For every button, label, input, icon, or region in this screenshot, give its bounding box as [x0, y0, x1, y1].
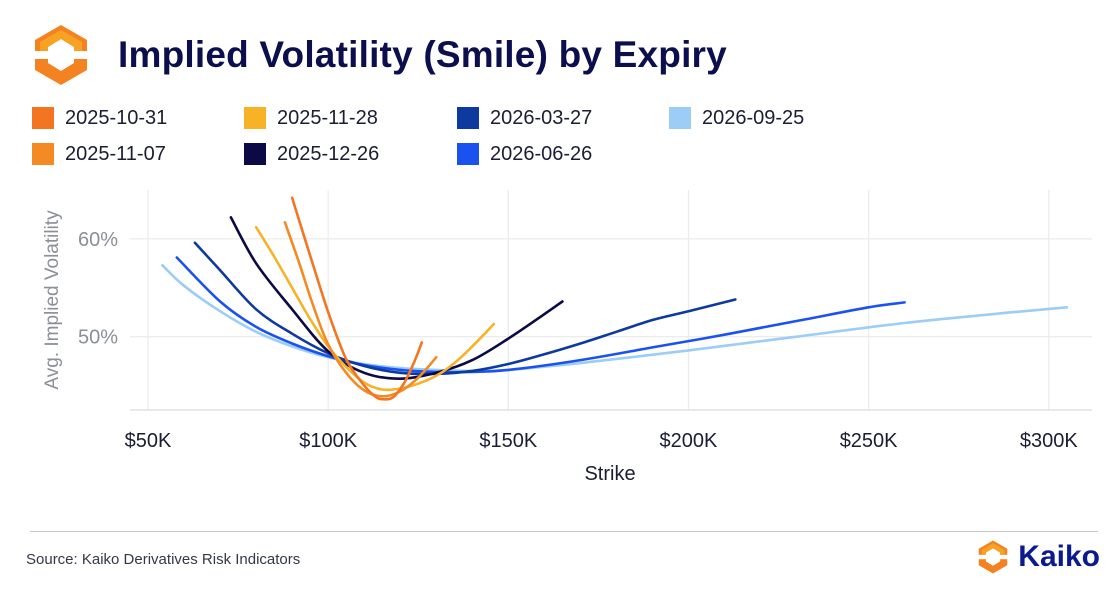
- series-line-2026-09-25: [161, 264, 1069, 373]
- legend-item: 2025-12-26: [244, 139, 379, 169]
- legend-label: 2025-12-26: [277, 142, 380, 165]
- line-chart: $50K $100K $150K $200K $250K $300K 50% 60% Stri…: [42, 190, 1092, 485]
- x-tick-label: $50K: [125, 430, 172, 452]
- brand-logo: Kaiko: [976, 540, 1100, 574]
- legend-item: 2026-09-25: [669, 103, 804, 133]
- y-tick-label: 50%: [78, 327, 118, 349]
- chart-series: [161, 196, 1069, 401]
- legend-item: 2026-03-27: [457, 103, 592, 133]
- legend-swatch: [457, 143, 479, 165]
- legend-swatch: [32, 107, 54, 129]
- legend-item: 2026-06-26: [457, 139, 592, 169]
- legend-swatch: [32, 143, 54, 165]
- series-line-2025-11-07: [283, 221, 438, 398]
- legend-label: 2025-11-28: [277, 106, 378, 129]
- x-tick-label: $150K: [479, 430, 537, 452]
- series-line-2025-12-26: [229, 216, 564, 380]
- source-note: Source: Kaiko Derivatives Risk Indicator…: [26, 551, 301, 568]
- legend-label: 2026-09-25: [702, 106, 805, 129]
- legend-swatch: [457, 107, 479, 129]
- chart-legend: 2025-10-31 2025-11-07 2025-11-28 2025-12-26…: [32, 103, 892, 173]
- legend-swatch: [669, 107, 691, 129]
- x-axis-label: Strike: [584, 463, 635, 485]
- legend-item: 2025-11-07: [32, 139, 166, 169]
- legend-swatch: [244, 107, 266, 129]
- brand-name: Kaiko: [1018, 540, 1100, 573]
- legend-label: 2025-11-07: [65, 142, 166, 165]
- legend-label: 2025-10-31: [65, 106, 168, 129]
- legend-label: 2026-03-27: [490, 106, 593, 129]
- x-tick-label: $200K: [660, 430, 718, 452]
- y-axis-label: Avg. Implied Volatility: [42, 210, 63, 390]
- x-tick-label: $300K: [1020, 430, 1078, 452]
- x-tick-label: $250K: [840, 430, 898, 452]
- kaiko-logo-icon: [976, 540, 1011, 574]
- series-line-2026-03-27: [193, 241, 737, 376]
- series-line-2025-11-28: [254, 225, 496, 392]
- kaiko-logo-icon: [30, 25, 92, 85]
- legend-swatch: [244, 143, 266, 165]
- chart-axes: $50K $100K $150K $200K $250K $300K 50% 60%: [78, 229, 1092, 452]
- chart-title: Implied Volatility (Smile) by Expiry: [118, 34, 727, 75]
- x-tick-label: $100K: [299, 430, 357, 452]
- legend-label: 2026-06-26: [490, 142, 593, 165]
- legend-item: 2025-10-31: [32, 103, 167, 133]
- y-tick-label: 60%: [78, 229, 118, 251]
- series-line-2025-10-31: [290, 196, 424, 401]
- footer-divider: [30, 531, 1098, 532]
- chart-grid: [130, 190, 1092, 410]
- legend-item: 2025-11-28: [244, 103, 378, 133]
- chart-header: Implied Volatility (Smile) by Expiry: [30, 20, 727, 90]
